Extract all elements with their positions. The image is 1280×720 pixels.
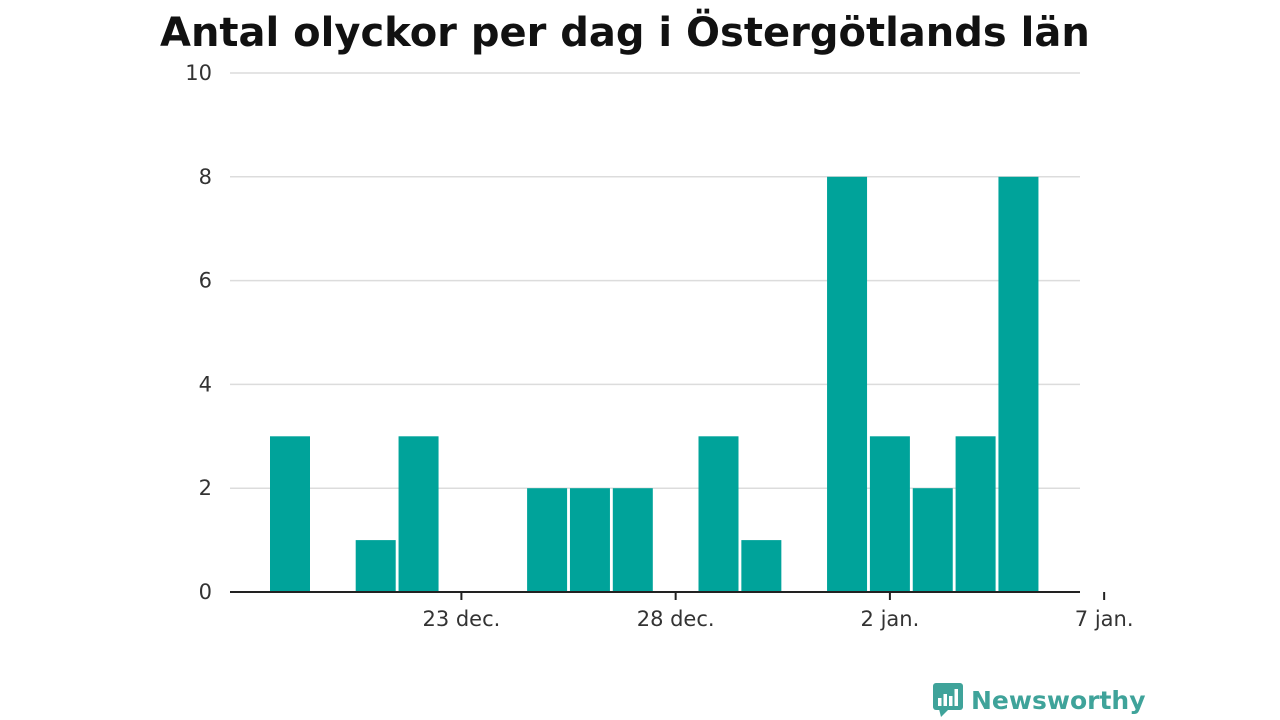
bar-2024-01-03 [912,488,953,592]
y-tick-label: 8 [199,165,212,189]
newsworthy-logo-icon [933,683,963,717]
brand-name: Newsworthy [971,685,1146,715]
bar-2024-01-02 [869,436,910,592]
bar-2023-12-27 [612,488,653,592]
x-tick-label: 23 dec. [422,607,500,631]
gridlines [230,72,1080,489]
bar-2023-12-19 [270,436,310,592]
y-tick-label: 4 [199,372,212,396]
bar-2024-01-01 [827,176,868,593]
y-tick-label: 0 [199,580,212,604]
bar-2023-12-30 [741,540,782,592]
y-tick-label: 10 [185,61,212,85]
x-tick-label: 7 jan. [1075,607,1134,631]
y-tick-label: 2 [199,476,212,500]
newsworthy-brand: Newsworthy [933,682,1146,718]
bars [270,176,1039,593]
bar-2023-12-21 [355,540,396,592]
bar-2023-12-22 [398,436,439,592]
bar-2023-12-25 [527,488,568,592]
bar-2024-01-05 [998,176,1039,593]
bar-2024-01-04 [955,436,996,592]
x-tick-label: 2 jan. [861,607,920,631]
bar-2023-12-26 [569,488,610,592]
chart-title: Antal olyckor per dag i Östergötlands lä… [160,10,1090,56]
x-axis: 23 dec. 28 dec. 2 jan. 7 jan. [230,591,1134,631]
y-axis-tick-labels: 0 2 4 6 8 10 [185,61,212,604]
bar-2023-12-29 [698,436,739,592]
y-tick-label: 6 [199,269,212,293]
x-tick-label: 28 dec. [637,607,715,631]
